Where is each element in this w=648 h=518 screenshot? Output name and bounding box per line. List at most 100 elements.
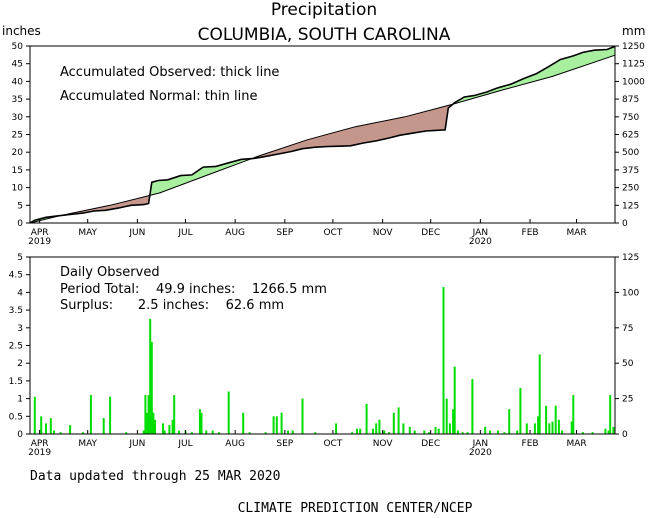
- surplus-shade: [583, 52, 584, 66]
- deficit-shade: [425, 111, 426, 132]
- deficit-shade: [98, 207, 99, 211]
- deficit-shade: [99, 207, 100, 211]
- daily-bar: [314, 432, 317, 434]
- deficit-shade: [387, 120, 388, 139]
- deficit-shade: [386, 120, 387, 139]
- surplus-shade: [164, 180, 165, 192]
- deficit-shade: [309, 139, 310, 148]
- daily-bar: [81, 432, 84, 434]
- surplus-shade: [566, 57, 567, 72]
- deficit-shade: [360, 125, 361, 144]
- daily-bar: [33, 396, 36, 434]
- surplus-shade: [465, 96, 466, 101]
- y-tick-label: 25: [12, 131, 23, 141]
- deficit-shade: [403, 117, 404, 135]
- surplus-shade: [211, 166, 212, 174]
- deficit-shade: [126, 201, 127, 207]
- surplus-shade: [506, 85, 507, 89]
- daily-bar: [551, 421, 554, 434]
- deficit-shade: [102, 206, 103, 211]
- x-tick-label: AUG: [225, 228, 245, 238]
- surplus-shade: [505, 85, 506, 90]
- x-tick-label: DEC: [421, 439, 440, 449]
- surplus-shade: [199, 169, 200, 179]
- surplus-shade: [156, 180, 157, 194]
- daily-bar: [227, 391, 230, 434]
- right-unit-label: mm: [622, 24, 645, 38]
- deficit-shade: [289, 145, 290, 152]
- deficit-shade: [269, 152, 270, 156]
- daily-bar: [489, 430, 491, 434]
- right-tick-label: 375: [622, 166, 639, 176]
- deficit-shade: [279, 149, 280, 154]
- surplus-shade: [188, 175, 189, 183]
- x-tick-label: JUN: [128, 439, 145, 449]
- deficit-shade: [379, 121, 380, 141]
- deficit-shade: [364, 124, 365, 143]
- x-tick-label: APR: [31, 228, 49, 238]
- surplus-shade: [503, 86, 504, 90]
- surplus-shade: [519, 80, 520, 86]
- deficit-shade: [365, 124, 366, 143]
- deficit-shade: [371, 123, 372, 142]
- daily-bar: [516, 430, 519, 434]
- daily-bar: [190, 432, 193, 434]
- surplus-shade: [212, 166, 213, 174]
- surplus-shade: [176, 176, 177, 187]
- deficit-shade: [394, 118, 395, 137]
- daily-bar: [142, 430, 145, 434]
- normal-accumulated-line: [29, 54, 616, 224]
- surplus-shade: [599, 49, 600, 61]
- deficit-shade: [260, 155, 261, 158]
- deficit-shade: [276, 150, 277, 155]
- surplus-shade: [494, 89, 495, 93]
- deficit-shade: [83, 210, 84, 213]
- deficit-shade: [391, 119, 392, 138]
- surplus-shade: [512, 83, 513, 88]
- deficit-shade: [103, 206, 104, 211]
- deficit-shade: [324, 135, 325, 147]
- surplus-shade: [161, 180, 162, 193]
- surplus-shade: [499, 87, 500, 91]
- surplus-shade: [197, 170, 198, 179]
- daily-bar: [471, 379, 474, 434]
- surplus-shade: [610, 48, 611, 57]
- x-tick-label: JUL: [177, 228, 192, 238]
- deficit-shade: [91, 209, 92, 212]
- deficit-shade: [107, 205, 108, 210]
- deficit-shade: [78, 211, 79, 214]
- deficit-shade: [266, 153, 267, 157]
- surplus-shade: [510, 84, 511, 88]
- deficit-shade: [345, 129, 346, 146]
- surplus-shade: [213, 166, 214, 173]
- deficit-shade: [382, 121, 383, 140]
- deficit-shade: [326, 134, 327, 147]
- daily-bar: [152, 412, 155, 434]
- surplus-shade: [180, 175, 181, 186]
- deficit-shade: [377, 122, 378, 141]
- deficit-shade: [405, 116, 406, 135]
- deficit-shade: [381, 121, 382, 140]
- surplus-shade: [483, 92, 484, 96]
- deficit-shade: [261, 155, 262, 158]
- deficit-shade: [338, 131, 339, 147]
- deficit-shade: [295, 143, 296, 151]
- surplus-shade: [508, 84, 509, 89]
- deficit-shade: [400, 117, 401, 136]
- deficit-shade: [352, 127, 353, 146]
- surplus-shade: [215, 166, 216, 173]
- deficit-shade: [429, 110, 430, 131]
- daily-bar: [150, 342, 153, 434]
- surplus-shade: [595, 50, 596, 62]
- deficit-shade: [339, 131, 340, 147]
- surplus-shade: [182, 175, 183, 185]
- surplus-shade: [482, 93, 483, 96]
- deficit-shade: [430, 110, 431, 131]
- surplus-shade: [174, 177, 175, 188]
- deficit-shade: [347, 128, 348, 146]
- surplus-shade: [586, 51, 587, 65]
- daily-bar: [69, 425, 72, 434]
- right-tick-label: 250: [622, 184, 639, 194]
- surplus-shade: [549, 66, 550, 78]
- surplus-shade: [607, 49, 608, 58]
